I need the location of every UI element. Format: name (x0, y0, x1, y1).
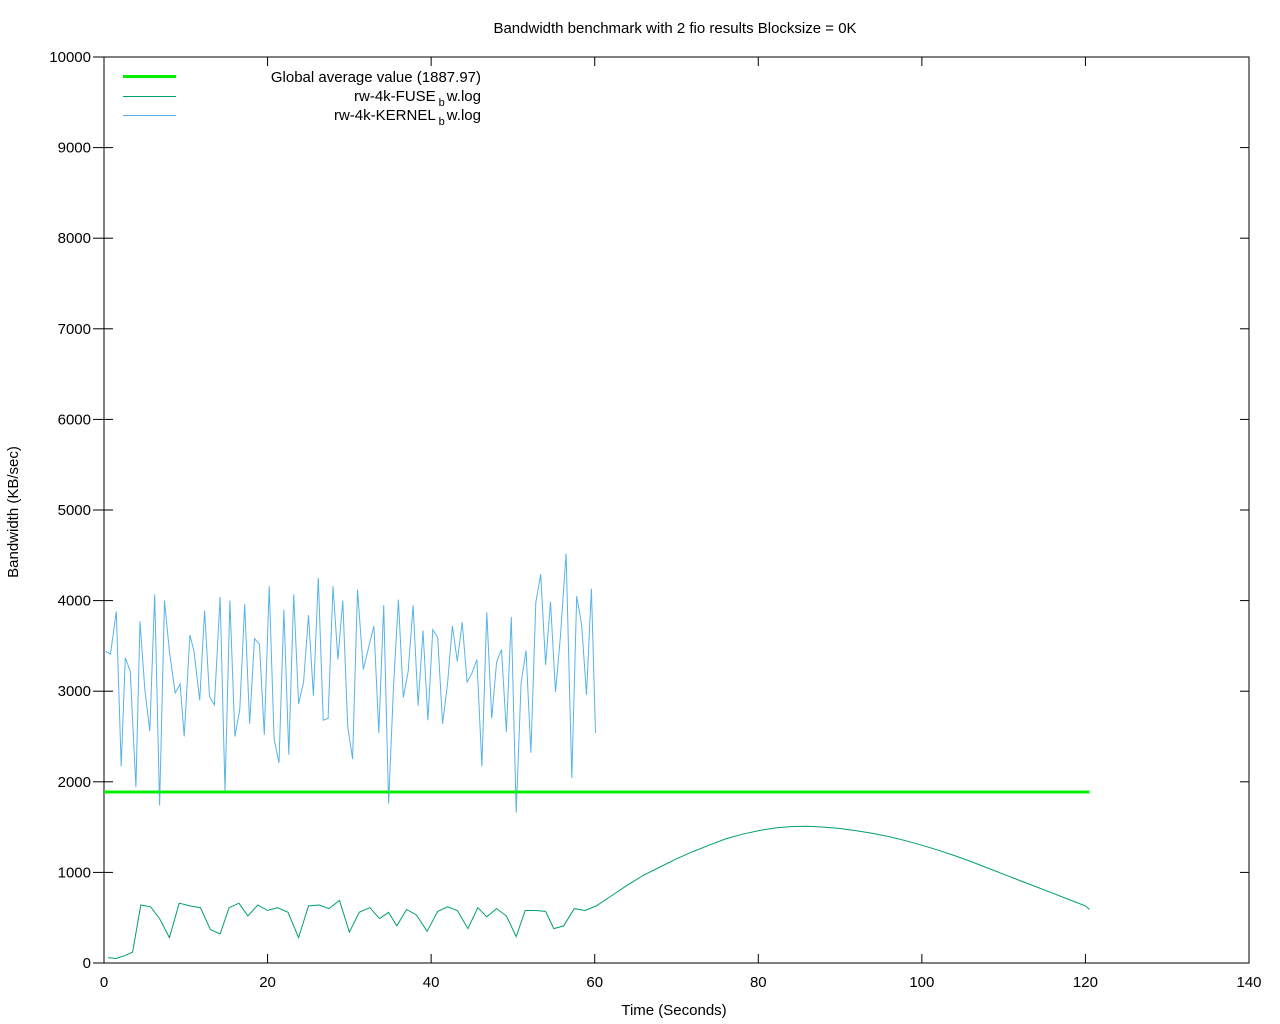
y-tick-label: 5000 (58, 502, 91, 519)
legend-label-fuse-sub: b (439, 97, 445, 109)
series-layer (105, 553, 1090, 960)
x-tick-label: 40 (423, 974, 440, 991)
legend: Global average value (1887.97) rw-4k-FUS… (123, 69, 481, 128)
legend-label-kernel-sub: b (439, 116, 445, 128)
y-tick-label: 4000 (58, 593, 91, 610)
y-tick-label: 1000 (58, 864, 91, 881)
x-tick-label: 120 (1073, 974, 1098, 991)
legend-label-fuse-name: rw-4k-FUSE (354, 88, 436, 105)
x-tick-label: 20 (259, 974, 276, 991)
y-tick-label: 3000 (58, 683, 91, 700)
y-axis-label: Bandwidth (KB/sec) (5, 446, 22, 578)
y-tick-label: 8000 (58, 230, 91, 247)
x-tick-label: 100 (909, 974, 934, 991)
y-tick-label: 6000 (58, 411, 91, 428)
x-tick-label: 140 (1236, 974, 1261, 991)
y-tick-label: 9000 (58, 140, 91, 157)
legend-label-fuse: rw-4k-FUSE b w.log (354, 88, 481, 109)
legend-label-kernel-name: rw-4k-KERNEL (334, 107, 436, 124)
x-tick-label: 60 (586, 974, 603, 991)
series-line-kernel (105, 553, 596, 813)
x-axis: 0 20 40 60 80 100 120 140 (100, 57, 1262, 991)
chart-title: Bandwidth benchmark with 2 fio results B… (493, 20, 856, 37)
y-axis: 0 1000 2000 3000 4000 5000 6000 7000 8000 9000 100… (49, 49, 1249, 972)
legend-label-average: Global average value (1887.97) (271, 69, 481, 86)
legend-label-fuse-suffix: w.log (446, 88, 481, 105)
y-tick-label: 2000 (58, 774, 91, 791)
plot-frame (103, 56, 1250, 964)
x-axis-label: Time (Seconds) (621, 1002, 726, 1019)
series-line-fuse (108, 825, 1090, 960)
y-tick-label: 0 (83, 955, 91, 972)
legend-label-kernel-suffix: w.log (446, 107, 481, 124)
legend-label-kernel: rw-4k-KERNEL b w.log (334, 107, 481, 128)
x-tick-label: 80 (750, 974, 767, 991)
y-tick-label: 7000 (58, 321, 91, 338)
y-tick-label: 10000 (49, 49, 91, 66)
x-tick-label: 0 (100, 974, 108, 991)
